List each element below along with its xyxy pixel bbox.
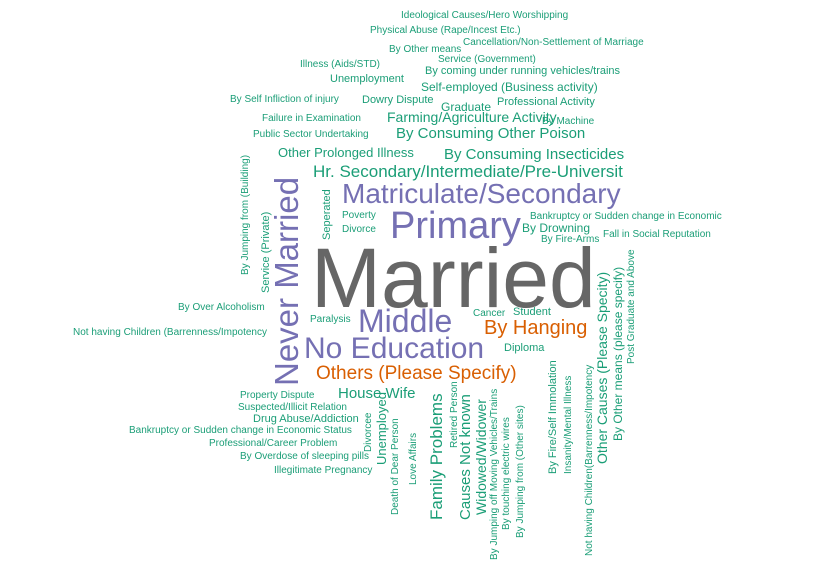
word: Cancer xyxy=(473,308,506,319)
word: Not having Children (Barrenness/Impotenc… xyxy=(73,327,267,338)
word: Other Causes (Please Specity) xyxy=(594,271,610,464)
word: By Overdose of sleeping pills xyxy=(240,451,369,462)
word-married: Married xyxy=(311,231,596,325)
word: By Self Infliction of injury xyxy=(230,94,339,105)
word: Self-employed (Business activity) xyxy=(421,80,598,94)
word: By Drowning xyxy=(522,221,591,235)
word: By Jumping off Moving Vehicles/Trains xyxy=(489,388,500,560)
word: Paralysis xyxy=(310,314,351,325)
word: Public Sector Undertaking xyxy=(253,129,369,140)
word: By Other means xyxy=(389,44,462,55)
word: Causes Not known xyxy=(457,394,474,520)
word: By Jumping from (Building) xyxy=(240,154,251,275)
word: Dowry Dispute xyxy=(362,94,434,106)
word: By Over Alcoholism xyxy=(178,302,265,313)
word: By Other means (please specify) xyxy=(611,266,625,441)
word: By touching electric wires xyxy=(501,417,512,530)
word-others-please-specify: Others (Please Specify) xyxy=(316,363,517,384)
word-never-married: Never Married xyxy=(268,176,305,386)
word: By coming under running vehicles/trains xyxy=(425,65,621,77)
word: Fall in Social Reputation xyxy=(603,229,711,240)
word: Cancellation/Non-Settlement of Marriage xyxy=(463,37,644,48)
word: Bankruptcy or Sudden change in Economic … xyxy=(129,425,352,436)
word: Love Affairs xyxy=(408,432,419,485)
word: By Machine xyxy=(542,116,595,127)
word: Drug Abuse/Addiction xyxy=(253,413,359,425)
word: Seperated xyxy=(321,189,333,240)
word-middle: Middle xyxy=(358,303,453,339)
word: Graduate xyxy=(441,100,492,114)
word-by-hanging: By Hanging xyxy=(484,317,588,339)
word-no-education: No Education xyxy=(304,332,485,365)
word: Unemployment xyxy=(330,73,404,85)
word: Farming/Agriculture Activity xyxy=(387,109,557,125)
word: Insanity/Mental Illness xyxy=(563,375,574,474)
word: Poverty xyxy=(342,210,376,221)
word: Professional/Career Problem xyxy=(209,438,338,449)
word: Unemployed xyxy=(374,392,389,465)
word: Professional Activity xyxy=(497,96,595,108)
word: Property Dispute xyxy=(240,390,315,401)
word: Diploma xyxy=(504,342,545,354)
word: Other Prolonged Illness xyxy=(278,145,414,160)
word: Divorcee xyxy=(363,412,374,452)
word: By Jumping from (Other sites) xyxy=(515,405,526,538)
word: Student xyxy=(513,306,551,318)
word: By Fire-Arms xyxy=(541,234,600,245)
word: Service (Government) xyxy=(438,54,536,65)
word: Family Problems xyxy=(427,393,446,520)
word: By Consuming Insecticides xyxy=(444,146,625,163)
word: Hr. Secondary/Intermediate/Pre-Universit xyxy=(313,162,623,181)
word: Illegitimate Pregnancy xyxy=(274,465,373,476)
word: Service (Private) xyxy=(260,211,272,293)
word: Physical Abuse (Rape/Incest Etc.) xyxy=(370,25,521,36)
word: Widowed/Widower xyxy=(473,399,489,515)
word: Failure in Examination xyxy=(262,113,361,124)
word: By Consuming Other Poison xyxy=(396,125,586,142)
word: Death of Dear Person xyxy=(390,418,401,515)
word: House Wife xyxy=(338,385,416,402)
word-primary: Primary xyxy=(390,205,521,247)
word: Suspected/Illicit Relation xyxy=(238,402,347,413)
word: Divorce xyxy=(342,224,376,235)
word: Bankruptcy or Sudden change in Economic xyxy=(530,211,722,222)
word: Ideological Causes/Hero Worshipping xyxy=(401,10,569,21)
word: By Fire/Self Immolation xyxy=(547,360,559,474)
word: Illness (Aids/STD) xyxy=(300,59,381,70)
word: Post Graduate and Above xyxy=(626,249,637,364)
word-matriculate-secondary: Matriculate/Secondary xyxy=(342,178,621,209)
